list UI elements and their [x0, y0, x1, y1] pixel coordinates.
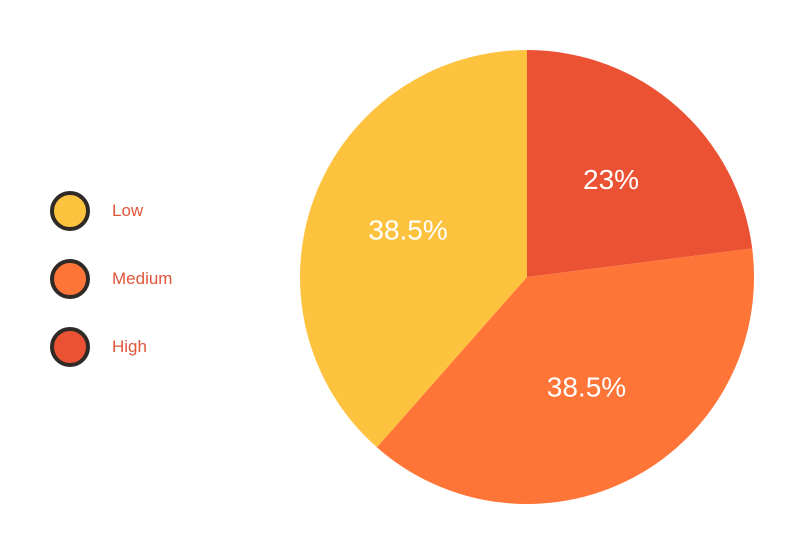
legend-item-medium: Medium [50, 256, 270, 302]
legend-item-high: High [50, 324, 270, 370]
slice-label-high: 23% [583, 164, 639, 195]
slice-label-low: 38.5% [368, 214, 447, 245]
legend-label-high: High [112, 337, 147, 356]
pie-slice-low [300, 50, 527, 448]
legend: Low Medium High [50, 188, 270, 392]
legend-label-medium: Medium [112, 269, 173, 288]
legend-label-low: Low [112, 201, 144, 220]
legend-item-low: Low [50, 188, 270, 234]
pie-slice-medium [376, 248, 754, 504]
pie-slice-high [527, 50, 753, 277]
legend-swatch-high [50, 327, 90, 367]
legend-swatch-low [50, 191, 90, 231]
legend-swatch-medium [50, 259, 90, 299]
slice-label-medium: 38.5% [547, 372, 626, 403]
